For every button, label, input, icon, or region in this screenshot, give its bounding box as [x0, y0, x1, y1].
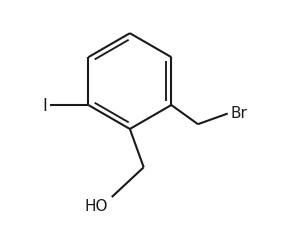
- Text: I: I: [42, 97, 47, 114]
- Text: Br: Br: [231, 106, 248, 121]
- Text: HO: HO: [84, 198, 108, 213]
